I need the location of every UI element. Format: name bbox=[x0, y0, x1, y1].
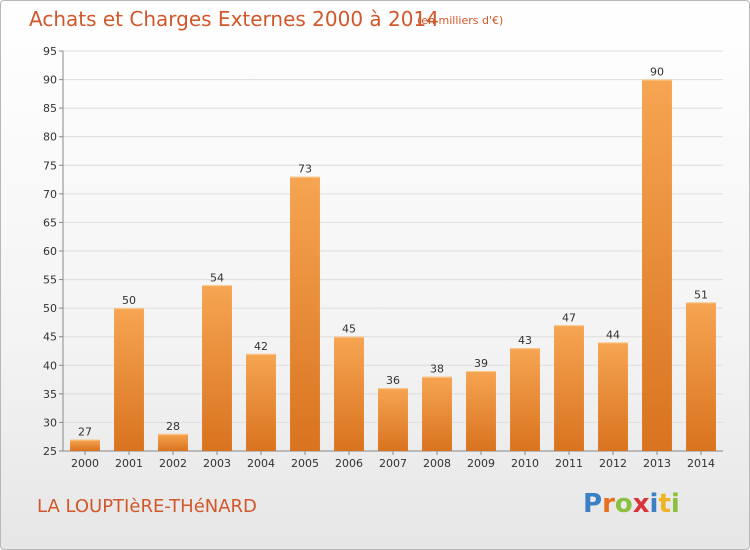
bar bbox=[422, 376, 452, 451]
y-tick-label: 90 bbox=[43, 74, 57, 87]
x-tick-label: 2000 bbox=[71, 457, 99, 470]
data-label: 45 bbox=[342, 323, 356, 336]
bar bbox=[246, 353, 276, 451]
logo-letter: t bbox=[658, 489, 671, 519]
y-tick-label: 70 bbox=[43, 188, 57, 201]
bar bbox=[686, 302, 716, 451]
data-label: 27 bbox=[78, 426, 92, 439]
x-tick-label: 2005 bbox=[291, 457, 319, 470]
commune-name: LA LOUPTIèRE-THéNARD bbox=[37, 496, 257, 517]
data-label: 51 bbox=[694, 288, 708, 301]
data-label: 28 bbox=[166, 420, 180, 433]
y-tick-label: 60 bbox=[43, 245, 57, 258]
x-tick-label: 2009 bbox=[467, 457, 495, 470]
y-tick-label: 35 bbox=[43, 388, 57, 401]
y-tick-label: 40 bbox=[43, 359, 57, 372]
chart-subtitle: (en milliers d'€) bbox=[417, 14, 504, 27]
chart-title: Achats et Charges Externes 2000 à 2014 bbox=[29, 7, 439, 31]
data-label: 36 bbox=[386, 374, 400, 387]
x-tick-label: 2007 bbox=[379, 457, 407, 470]
bar bbox=[510, 348, 540, 451]
bar bbox=[202, 285, 232, 451]
x-tick-label: 2012 bbox=[599, 457, 627, 470]
bar bbox=[158, 433, 188, 451]
data-label: 73 bbox=[298, 163, 312, 176]
data-label: 50 bbox=[122, 294, 136, 307]
logo-letter: o bbox=[614, 489, 633, 519]
y-tick-label: 50 bbox=[43, 302, 57, 315]
x-tick-label: 2001 bbox=[115, 457, 143, 470]
logo-letter: P bbox=[583, 489, 603, 519]
y-tick-label: 75 bbox=[43, 159, 57, 172]
labels: 25 30 35 40 45 50 55 60 65 70 75 80 85 90 95 27 2000 50 20… bbox=[43, 45, 715, 470]
y-tick-label: 65 bbox=[43, 216, 57, 229]
bar bbox=[114, 308, 144, 451]
proxiti-logo: Proxiti bbox=[583, 489, 680, 519]
data-label: 90 bbox=[650, 66, 664, 79]
data-label: 47 bbox=[562, 311, 576, 324]
x-tick-label: 2010 bbox=[511, 457, 539, 470]
y-tick-label: 80 bbox=[43, 131, 57, 144]
y-tick-label: 85 bbox=[43, 102, 57, 115]
logo-letter: r bbox=[602, 489, 615, 519]
bar bbox=[554, 325, 584, 451]
x-tick-label: 2014 bbox=[687, 457, 715, 470]
y-tick-label: 30 bbox=[43, 416, 57, 429]
y-tick-label: 25 bbox=[43, 445, 57, 458]
data-label: 39 bbox=[474, 357, 488, 370]
x-tick-label: 2002 bbox=[159, 457, 187, 470]
data-label: 42 bbox=[254, 340, 268, 353]
data-label: 43 bbox=[518, 334, 532, 347]
x-tick-label: 2006 bbox=[335, 457, 363, 470]
y-tick-label: 45 bbox=[43, 331, 57, 344]
y-tick-label: 55 bbox=[43, 274, 57, 287]
bar bbox=[598, 342, 628, 451]
bar bbox=[378, 388, 408, 451]
x-tick-label: 2008 bbox=[423, 457, 451, 470]
bar bbox=[466, 371, 496, 451]
x-tick-label: 2011 bbox=[555, 457, 583, 470]
x-tick-label: 2013 bbox=[643, 457, 671, 470]
bars bbox=[70, 79, 716, 452]
x-tick-label: 2004 bbox=[247, 457, 275, 470]
bar bbox=[642, 79, 672, 452]
data-label: 54 bbox=[210, 271, 224, 284]
x-tick-label: 2003 bbox=[203, 457, 231, 470]
data-label: 44 bbox=[606, 328, 620, 341]
y-tick-label: 95 bbox=[43, 45, 57, 58]
logo-letter: i bbox=[670, 489, 680, 519]
bar bbox=[334, 336, 364, 451]
bar bbox=[290, 176, 320, 451]
data-label: 38 bbox=[430, 363, 444, 376]
logo-letter: x bbox=[632, 489, 650, 519]
logo-letter: i bbox=[649, 489, 659, 519]
bar bbox=[70, 439, 100, 451]
